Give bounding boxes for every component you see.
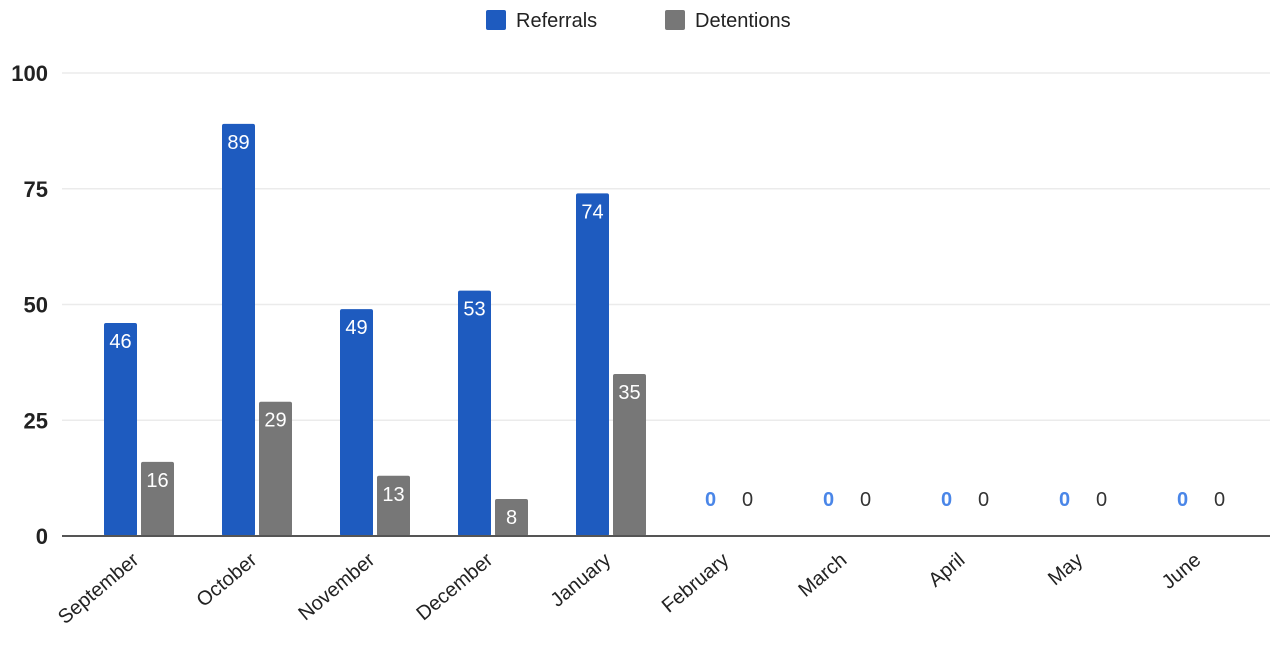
detentions-data-label: 8 bbox=[506, 507, 517, 529]
detentions-data-label: 29 bbox=[264, 410, 286, 432]
x-tick-label: January bbox=[547, 549, 616, 612]
data-labels: 46 16 89 29 49 13 53 8 74 35 0 0 0 0 0 0 0 0 0 0 bbox=[109, 132, 1225, 529]
x-tick-label: December bbox=[412, 549, 497, 625]
referrals-bar bbox=[104, 323, 137, 536]
x-tick-label: April bbox=[924, 549, 969, 592]
detentions-legend-swatch bbox=[665, 10, 685, 30]
x-tick-label: May bbox=[1044, 549, 1087, 590]
detentions-bar bbox=[141, 461, 174, 536]
referrals-bar bbox=[576, 193, 609, 536]
x-tick-label: October bbox=[193, 549, 262, 612]
detentions-bar bbox=[377, 475, 410, 536]
y-tick-label: 25 bbox=[24, 408, 48, 433]
detentions-legend-label: Detentions bbox=[695, 10, 791, 32]
y-tick-label: 75 bbox=[24, 177, 48, 202]
referrals-data-label: 0 bbox=[823, 489, 834, 511]
x-tick-label: June bbox=[1158, 549, 1205, 594]
referrals-data-label: 89 bbox=[227, 132, 249, 154]
referrals-data-label: 74 bbox=[581, 201, 603, 223]
detentions-data-label: 0 bbox=[1096, 489, 1107, 511]
referrals-data-label: 0 bbox=[705, 489, 716, 511]
referrals-legend-swatch bbox=[486, 10, 506, 30]
detentions-bar bbox=[259, 401, 292, 536]
detentions-data-label: 16 bbox=[146, 470, 168, 492]
referrals-data-label: 53 bbox=[463, 299, 485, 321]
detentions-data-label: 0 bbox=[1214, 489, 1225, 511]
x-tick-label: March bbox=[794, 549, 851, 602]
axes: 0 25 50 75 100 September October November Decemb… bbox=[11, 61, 1270, 629]
referrals-data-label: 46 bbox=[109, 331, 131, 353]
legend: Referrals Detentions bbox=[486, 10, 791, 32]
detentions-bar bbox=[613, 373, 646, 536]
x-tick-label: September bbox=[54, 549, 143, 629]
referrals-bar bbox=[222, 123, 255, 537]
gridlines bbox=[62, 72, 1270, 421]
x-tick-label: February bbox=[658, 549, 733, 617]
bars bbox=[104, 123, 646, 537]
detentions-data-label: 0 bbox=[978, 489, 989, 511]
referrals-data-label: 49 bbox=[345, 317, 367, 339]
referrals-data-label: 0 bbox=[1177, 489, 1188, 511]
referrals-bar bbox=[458, 290, 491, 536]
y-tick-label: 100 bbox=[11, 61, 48, 86]
referrals-data-label: 0 bbox=[1059, 489, 1070, 511]
detentions-data-label: 0 bbox=[742, 489, 753, 511]
referrals-legend-label: Referrals bbox=[516, 10, 597, 32]
detentions-data-label: 13 bbox=[382, 484, 404, 506]
detentions-data-label: 0 bbox=[860, 489, 871, 511]
detentions-bar bbox=[495, 498, 528, 536]
referrals-data-label: 0 bbox=[941, 489, 952, 511]
y-tick-label: 0 bbox=[36, 524, 48, 549]
detentions-data-label: 35 bbox=[618, 382, 640, 404]
x-tick-label: November bbox=[294, 549, 379, 625]
y-tick-label: 50 bbox=[24, 293, 48, 318]
referrals-bar bbox=[340, 309, 373, 536]
